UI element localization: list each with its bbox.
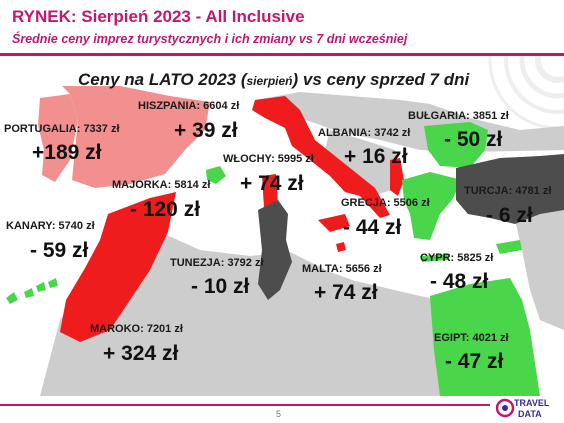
label-wlochy: WŁOCHY: 5995 zł [223, 153, 314, 165]
land-balkans [325, 130, 400, 196]
land-albania [390, 158, 404, 196]
label-turcja: TURCJA: 4781 zł [464, 185, 552, 197]
title-divider [0, 53, 564, 56]
map-heading-small: sierpień [246, 74, 293, 88]
label-majorka: MAJORKA: 5814 zł [112, 179, 211, 191]
change-malta: + 74 zł [314, 281, 378, 304]
change-majorka: - 120 zł [130, 198, 201, 221]
map-heading-part1: Ceny na LATO 2023 ( [78, 70, 247, 89]
land-cyprus [496, 240, 522, 254]
mediterranean-map [0, 56, 564, 396]
logo-dot-icon [502, 405, 508, 411]
land-turkey [456, 154, 564, 224]
land-tunisia [258, 200, 292, 300]
change-kanary: - 59 zł [30, 239, 89, 262]
land-spain [62, 86, 210, 188]
land-majorca [206, 166, 226, 184]
label-malta: MALTA: 5656 zł [302, 263, 382, 275]
logo-text-line2: DATA [518, 409, 542, 419]
change-tunezja: - 10 zł [191, 275, 250, 298]
change-cypr: - 48 zł [430, 270, 489, 293]
label-cypr: CYPR: 5825 zł [420, 252, 494, 264]
land-morocco [60, 192, 176, 342]
logo-ring-icon [496, 398, 515, 418]
change-maroko: + 324 zł [103, 342, 179, 365]
page-number: 5 [276, 409, 282, 419]
label-egipt: EGIPT: 4021 zł [434, 332, 509, 344]
label-grecja: GRECJA: 5506 zł [341, 197, 430, 209]
change-grecja: - 44 zł [343, 216, 402, 239]
label-portugalia: PORTUGALIA: 7337 zł [4, 123, 120, 135]
label-bulgaria: BUŁGARIA: 3851 zł [408, 110, 509, 122]
land-malta [336, 242, 346, 252]
label-albania: ALBANIA: 3742 zł [318, 127, 411, 139]
change-hiszpania: + 39 zł [174, 119, 238, 142]
footer-divider [0, 404, 490, 406]
land-sicily [318, 214, 350, 232]
land-libya [300, 270, 430, 396]
label-hiszpania: HISZPANIA: 6604 zł [138, 100, 240, 112]
land-egypt [430, 278, 540, 396]
change-portugalia: +189 zł [32, 141, 102, 164]
label-kanary: KANARY: 5740 zł [6, 220, 95, 232]
map-heading-part2: ) vs ceny sprzed 7 dni [292, 70, 470, 89]
travel-data-logo: TRAVEL DATA [496, 398, 550, 419]
slide-title: RYNEK: Sierpień 2023 - All Inclusive [12, 7, 305, 26]
label-maroko: MAROKO: 7201 zł [90, 323, 183, 335]
change-albania: + 16 zł [344, 145, 408, 168]
land-crete [420, 254, 450, 262]
land-portugal [38, 94, 78, 182]
land-bulgaria [424, 122, 488, 168]
land-sardinia [262, 174, 278, 208]
change-bulgaria: - 50 zł [444, 128, 503, 151]
map-heading: Ceny na LATO 2023 (sierpień) vs ceny spr… [78, 70, 469, 90]
land-canary-islands [6, 278, 58, 304]
change-turcja: - 6 zł [486, 204, 533, 227]
change-egipt: - 47 zł [445, 350, 504, 373]
change-wlochy: + 74 zł [240, 172, 304, 195]
label-tunezja: TUNEZJA: 3792 zł [170, 257, 264, 269]
land-greece [402, 172, 462, 240]
slide-subtitle: Średnie ceny imprez turystycznych i ich … [12, 32, 408, 46]
logo-text-line1: TRAVEL [514, 398, 550, 408]
land-italy [252, 96, 390, 218]
